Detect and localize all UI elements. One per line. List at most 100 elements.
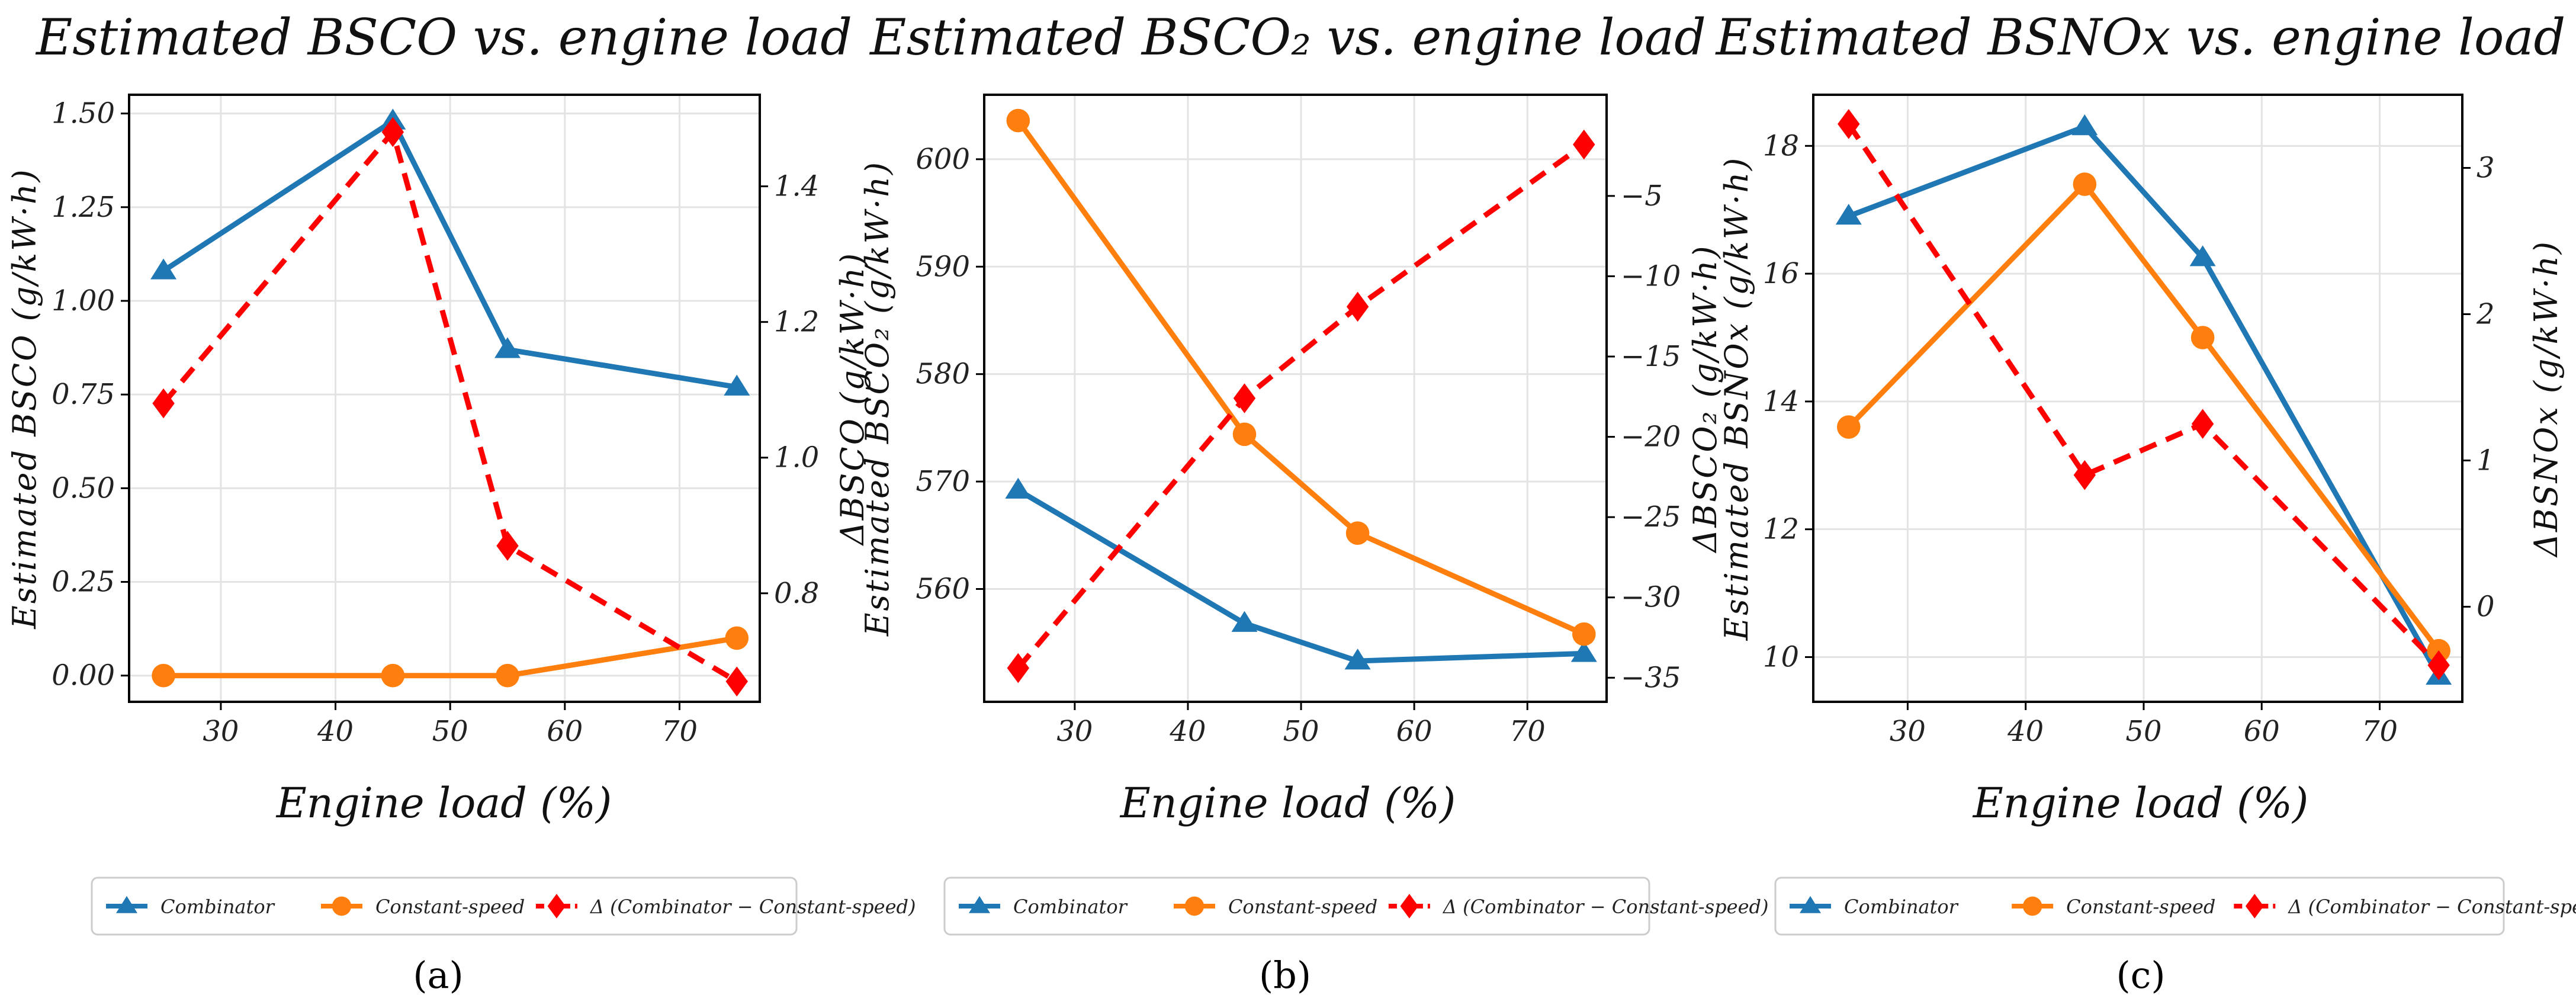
data-point (1006, 108, 1030, 133)
series-line (1016, 142, 1586, 670)
y-tick-label: 0.25 (52, 566, 115, 599)
y-tick-label: 0.00 (52, 659, 115, 692)
series-line (161, 129, 738, 684)
y-tick-label: 0.50 (52, 471, 115, 505)
y2-tick-label: 3 (2477, 151, 2495, 184)
y-tick-label: 560 (916, 573, 970, 606)
y-tick-label: 1.50 (52, 97, 115, 130)
triangle-icon (969, 895, 990, 913)
diamond-icon (2246, 894, 2264, 919)
data-point (2189, 245, 2216, 267)
data-point (1005, 477, 1032, 499)
data-point (152, 388, 175, 419)
y-tick-label: 18 (1763, 129, 1799, 162)
series-line (162, 118, 737, 390)
y2-tick-label: 1.2 (774, 306, 819, 339)
series-line (1846, 122, 2441, 667)
data-point (1836, 415, 1861, 439)
data-point (2191, 409, 2214, 439)
chart-title: Estimated BSCO₂ vs. engine load (869, 8, 1706, 66)
chart-panel-0: Estimated BSCO vs. engine load 30 40 50 60 70… (6, 8, 916, 997)
legend-label: Combinator (1844, 895, 1959, 918)
data-point (1233, 383, 1256, 413)
series-delta (152, 117, 748, 696)
legend-label: Δ (Combinator − Constant-speed) (2287, 895, 2576, 918)
data-point (496, 663, 519, 688)
y2-tick-label: −30 (1621, 581, 1681, 614)
data-point (1344, 649, 1371, 670)
plot-frame (983, 94, 1608, 703)
x-tick-label: 70 (661, 715, 698, 748)
chart-title: Estimated BSNOx vs. engine load (1715, 8, 2566, 66)
y2-tick-label: 2 (2476, 297, 2495, 330)
legend-label: Constant-speed (2066, 895, 2215, 918)
y-tick-label: 590 (916, 250, 970, 283)
legend-box (91, 877, 798, 936)
y2-axis-label: ΔBSCO₂ (g/kW·h) (1687, 244, 1724, 553)
x-tick-label: 60 (547, 715, 583, 748)
data-point (2073, 172, 2097, 196)
y-tick-label: 12 (1763, 513, 1799, 546)
series-constant-speed (152, 626, 749, 688)
y-tick-label: 10 (1763, 640, 1799, 673)
data-point (496, 531, 519, 561)
legend-label: Combinator (160, 895, 275, 918)
x-tick-label: 40 (1169, 715, 1206, 748)
y2-tick-label: −20 (1621, 420, 1681, 454)
legend-box (943, 877, 1650, 936)
data-point (1232, 422, 1257, 447)
x-tick-label: 70 (2362, 715, 2398, 748)
legend: Combinator Constant-speed Δ (Combinator − … (1774, 877, 2576, 936)
data-point (494, 337, 521, 358)
data-point (1572, 622, 1596, 646)
triangle-icon (116, 895, 137, 913)
diamond-icon (1400, 894, 1419, 919)
x-tick-label: 40 (317, 715, 354, 748)
legend-item-constant-speed: Constant-speed (320, 895, 525, 918)
series-line (1017, 487, 1584, 664)
data-point (1231, 611, 1258, 632)
x-tick-label: 40 (2007, 715, 2044, 748)
x-tick-label: 50 (432, 715, 468, 748)
legend: Combinator Constant-speed Δ (Combinator − … (91, 877, 916, 936)
y-tick-label: 1.00 (52, 284, 115, 317)
circle-icon (2022, 896, 2042, 916)
data-point (2071, 114, 2098, 136)
legend-label: Combinator (1013, 895, 1128, 918)
data-point (1007, 653, 1030, 683)
chart-title: Estimated BSCO vs. engine load (35, 8, 852, 66)
y-tick-label: 14 (1763, 385, 1799, 418)
y2-tick-label: −15 (1621, 340, 1681, 373)
data-point (381, 117, 404, 147)
data-point (1570, 641, 1597, 662)
x-tick-label: 30 (1890, 715, 1926, 748)
panel-label: (b) (1259, 954, 1311, 997)
series-constant-speed (1836, 172, 2450, 663)
series-line (163, 635, 737, 679)
data-point (1838, 109, 1860, 139)
x-tick-label: 60 (2244, 715, 2280, 748)
y-tick-label: 570 (916, 465, 970, 498)
legend-item-delta: Δ (Combinator − Constant-speed) (535, 894, 916, 919)
legend: Combinator Constant-speed Δ (Combinator − … (943, 877, 1768, 936)
data-point (2427, 650, 2450, 680)
circle-icon (332, 896, 352, 916)
legend-item-delta: Δ (Combinator − Constant-speed) (1388, 894, 1768, 919)
series-combinator (1005, 477, 1597, 670)
legend-item-constant-speed: Constant-speed (1173, 895, 1377, 918)
legend-item-constant-speed: Constant-speed (2012, 895, 2215, 918)
panel-label: (a) (413, 954, 463, 997)
data-point (725, 666, 748, 696)
x-tick-label: 30 (203, 715, 239, 748)
x-tick-label: 50 (2125, 715, 2161, 748)
legend-item-delta: Δ (Combinator − Constant-speed) (2234, 894, 2576, 919)
data-point (1835, 204, 1862, 225)
x-tick-label: 60 (1396, 715, 1432, 748)
series-line (1848, 124, 2442, 678)
panel-label: (c) (2116, 954, 2165, 997)
series-line (1846, 181, 2441, 653)
chart-panel-1: Estimated BSCO₂ vs. engine load 30 40 50 60 7… (859, 8, 1768, 997)
y-axis-label: Estimated BSCO₂ (g/kW·h) (859, 160, 896, 637)
legend-item-combinator: Combinator (1790, 895, 1959, 918)
x-axis-label: Engine load (%) (275, 779, 612, 827)
